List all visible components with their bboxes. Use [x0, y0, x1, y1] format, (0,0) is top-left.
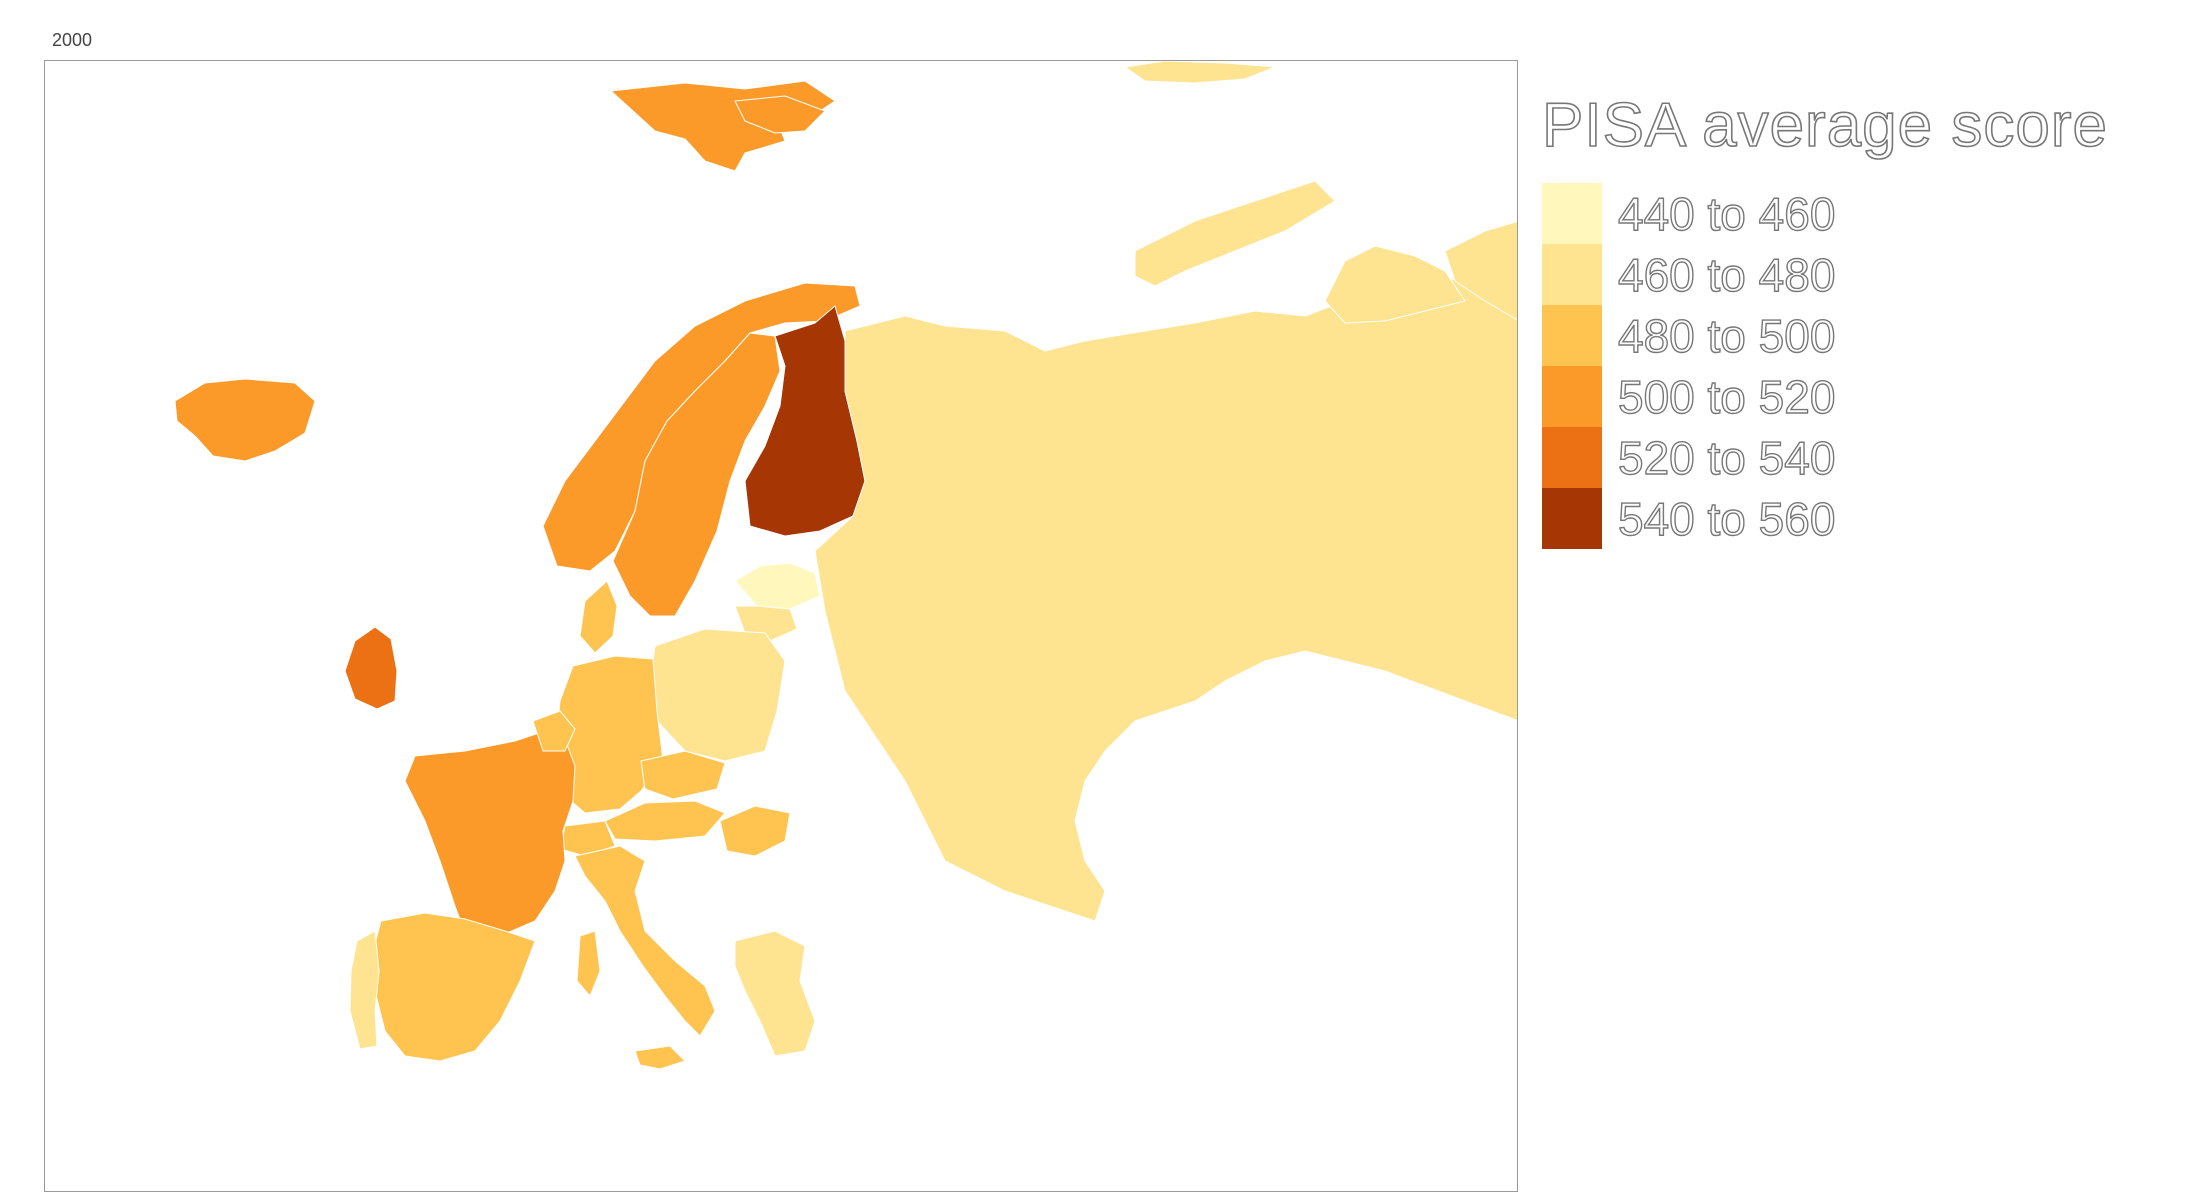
- legend-swatch: [1542, 366, 1602, 427]
- legend-title: PISA average score: [1541, 90, 2108, 161]
- country-latvia[interactable]: [734, 562, 821, 610]
- map-canvas: [174, 61, 1518, 1070]
- legend-label: 500 to 520: [1617, 370, 1836, 423]
- country-austria[interactable]: [604, 800, 726, 842]
- country-russia-taimyr[interactable]: [1444, 221, 1518, 321]
- country-italy[interactable]: [574, 845, 716, 1037]
- country-russia[interactable]: [814, 261, 1518, 922]
- choropleth-map: [44, 60, 1518, 1192]
- legend-item: 460 to 480: [1542, 244, 2108, 305]
- map-year-label: 2000: [52, 30, 93, 50]
- legend-swatch: [1542, 427, 1602, 488]
- country-hungary[interactable]: [719, 805, 791, 857]
- country-poland[interactable]: [649, 628, 786, 762]
- country-finland[interactable]: [744, 305, 866, 537]
- legend-item: 480 to 500: [1542, 305, 2108, 366]
- legend-swatch: [1542, 488, 1602, 549]
- legend-item: 500 to 520: [1542, 366, 2108, 427]
- legend-label: 440 to 460: [1617, 187, 1836, 240]
- country-franz-josef[interactable]: [1124, 61, 1276, 84]
- legend-label: 480 to 500: [1617, 309, 1836, 362]
- legend-label: 460 to 480: [1617, 248, 1836, 301]
- map-legend: PISA average score 440 to 460 460 to 480…: [1541, 90, 2108, 549]
- legend-swatch: [1542, 305, 1602, 366]
- legend-swatch: [1542, 183, 1602, 244]
- country-spain[interactable]: [372, 912, 536, 1062]
- country-czechia[interactable]: [640, 750, 726, 800]
- country-svalbard-east[interactable]: [734, 95, 826, 134]
- legend-item: 440 to 460: [1542, 183, 2108, 244]
- country-norway[interactable]: [542, 282, 861, 572]
- legend-swatch: [1542, 244, 1602, 305]
- country-greece[interactable]: [734, 930, 816, 1057]
- country-sicily[interactable]: [634, 1045, 686, 1070]
- country-russia-arctic[interactable]: [1324, 245, 1466, 324]
- legend-item: 520 to 540: [1542, 427, 2108, 488]
- country-portugal[interactable]: [349, 930, 380, 1050]
- country-denmark[interactable]: [579, 580, 618, 654]
- country-sardinia[interactable]: [576, 930, 601, 997]
- country-belgium[interactable]: [532, 710, 576, 752]
- legend-item: 540 to 560: [1542, 488, 2108, 549]
- country-iceland[interactable]: [174, 378, 316, 462]
- country-france[interactable]: [404, 725, 576, 937]
- legend-label: 540 to 560: [1617, 492, 1836, 545]
- country-sweden[interactable]: [612, 332, 781, 617]
- country-ireland[interactable]: [344, 626, 398, 710]
- legend-label: 520 to 540: [1617, 431, 1836, 484]
- country-russia-novaya-zemlya[interactable]: [1134, 180, 1336, 287]
